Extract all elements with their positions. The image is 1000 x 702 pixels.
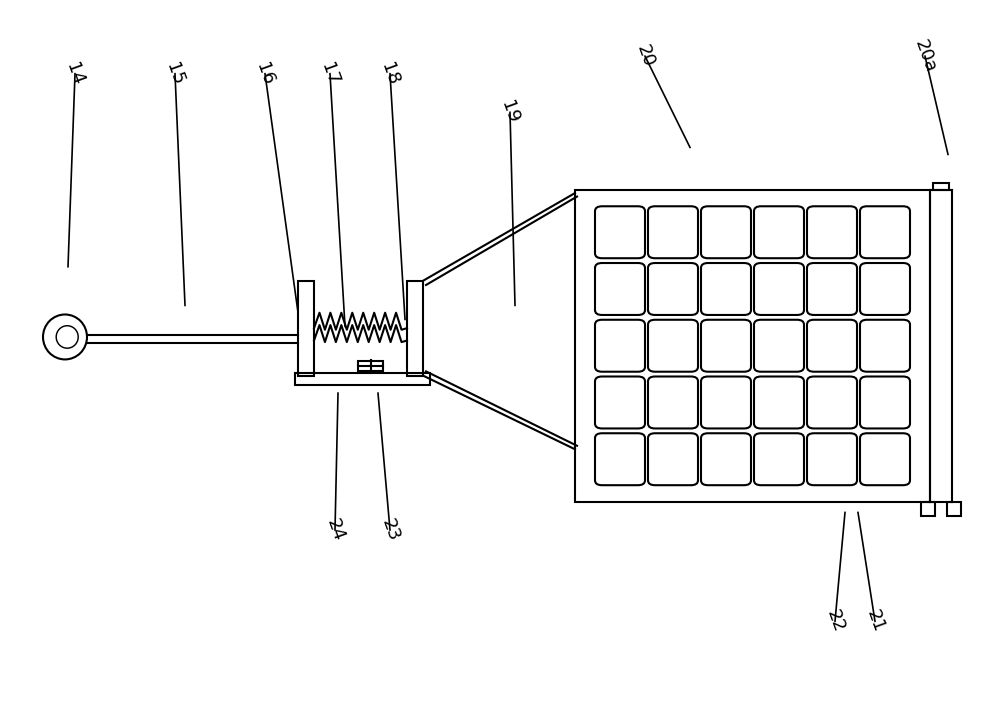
Bar bbox=[298, 281, 314, 376]
Text: 16: 16 bbox=[253, 60, 277, 88]
Text: 21: 21 bbox=[863, 607, 887, 635]
Text: 14: 14 bbox=[63, 60, 87, 88]
Bar bbox=[295, 373, 430, 385]
Bar bbox=[947, 502, 961, 516]
Bar bbox=[575, 190, 930, 502]
Text: 19: 19 bbox=[498, 98, 522, 126]
Bar bbox=[921, 502, 935, 516]
Text: 23: 23 bbox=[378, 516, 402, 544]
Text: 20: 20 bbox=[633, 42, 657, 70]
Text: 24: 24 bbox=[323, 516, 347, 544]
Bar bbox=[933, 183, 949, 190]
Text: 18: 18 bbox=[378, 60, 402, 88]
Text: 15: 15 bbox=[163, 60, 187, 88]
Text: 22: 22 bbox=[823, 607, 847, 635]
Text: 17: 17 bbox=[318, 60, 342, 88]
Bar bbox=[358, 361, 383, 371]
Bar bbox=[407, 281, 423, 376]
Text: 20a: 20a bbox=[911, 37, 939, 75]
